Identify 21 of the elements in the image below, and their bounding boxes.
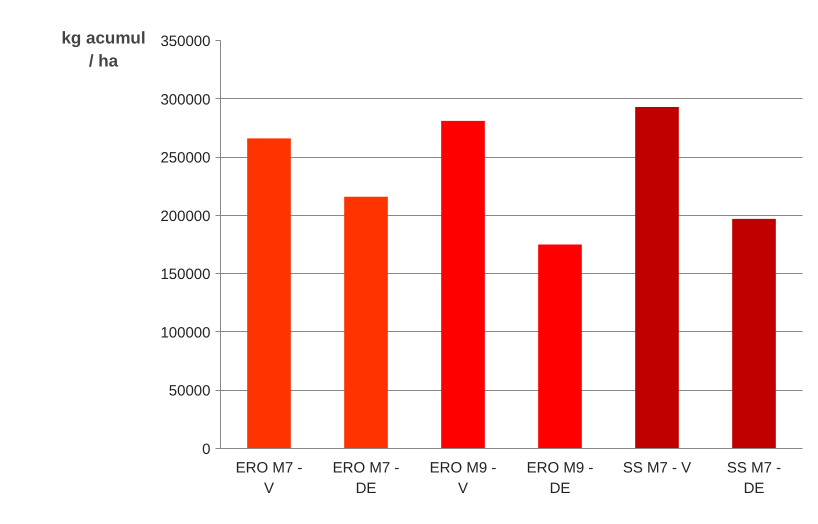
x-tick-label: SS M7 - V <box>622 460 692 476</box>
bar <box>441 120 485 448</box>
x-tick-label: ERO M9 - DE <box>526 460 594 497</box>
bar <box>247 138 291 448</box>
y-tick-label: 200000 <box>160 208 211 225</box>
x-tick-label: ERO M9 - V <box>430 460 496 497</box>
y-tick-label: 100000 <box>160 324 211 342</box>
y-tick-label: 0 <box>202 441 210 458</box>
x-tick-label: ERO M7 - V <box>236 460 302 497</box>
y-tick-label: 250000 <box>160 150 211 167</box>
y-tick-label: 50000 <box>168 382 211 400</box>
bar <box>635 106 679 448</box>
y-axis-title: kg acumul / ha <box>61 28 146 70</box>
y-tick-label: 300000 <box>160 91 211 108</box>
y-tick-label: 350000 <box>160 33 211 50</box>
y-tick-label: 150000 <box>160 266 211 284</box>
x-tick-label: SS M7 - DE <box>726 460 782 497</box>
bar <box>538 244 582 448</box>
x-tick-label: ERO M7 - DE <box>332 460 400 497</box>
bar <box>344 196 388 448</box>
bar <box>732 218 776 448</box>
